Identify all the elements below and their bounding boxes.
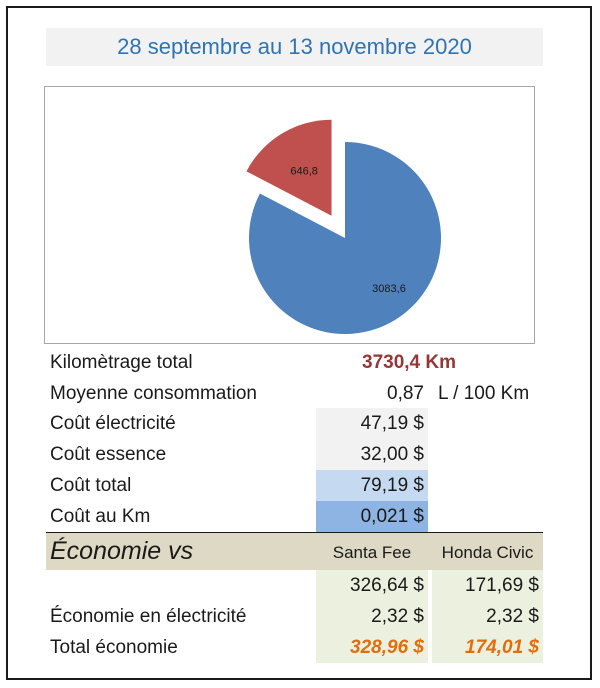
economy-electricity-honda-civic: 2,32 $ <box>432 601 543 632</box>
pie-slice-0 <box>249 142 441 334</box>
row-elec-cost: Coût électricité 47,19 $ <box>46 408 543 439</box>
economy-electricity-label: Économie en électricité <box>50 606 247 627</box>
consumption-unit: L / 100 Km <box>438 383 530 404</box>
row-gas-cost: Coût essence 32,00 $ <box>46 439 543 470</box>
pie-label-1: 646,8 <box>290 166 318 178</box>
col-santa-fee: Santa Fee <box>332 543 412 562</box>
row-total-cost: Coût total 79,19 $ <box>46 470 543 501</box>
gas-cost-label: Coût essence <box>50 444 167 465</box>
cost-per-km-label: Coût au Km <box>50 506 151 527</box>
gas-cost-value: 32,00 $ <box>316 439 428 470</box>
row-economy-electricity: Économie en électricité 2,32 $ 2,32 $ <box>46 601 543 632</box>
row-consumption: Moyenne consommation 0,87 L / 100 Km <box>46 378 543 409</box>
consumption-label: Moyenne consommation <box>50 383 257 404</box>
row-economy-base: 326,64 $ 171,69 $ <box>46 570 543 601</box>
economy-base-santa-fee: 326,64 $ <box>316 570 428 601</box>
km-total-label: Kilomètrage total <box>50 352 193 373</box>
pie-chart: 3083,6 646,8 <box>44 86 535 344</box>
cost-per-km-value: 0,021 $ <box>316 501 428 532</box>
elec-cost-label: Coût électricité <box>50 413 176 434</box>
pie-label-0: 3083,6 <box>372 283 406 295</box>
total-cost-value: 79,19 $ <box>316 470 428 501</box>
col-honda-civic: Honda Civic <box>441 543 534 562</box>
report-title: 28 septembre au 13 novembre 2020 <box>46 28 543 66</box>
total-cost-label: Coût total <box>50 475 132 496</box>
economy-base-honda-civic: 171,69 $ <box>432 570 543 601</box>
economy-header: Économie vs Santa Fee Honda Civic <box>46 532 543 570</box>
row-cost-per-km: Coût au Km 0,021 $ <box>46 501 543 532</box>
total-economy-santa-fee: 328,96 $ <box>316 632 428 663</box>
total-economy-label: Total économie <box>50 637 178 658</box>
economy-title: Économie vs <box>50 537 194 565</box>
consumption-value: 0,87 <box>387 383 424 404</box>
total-economy-honda-civic: 174,01 $ <box>432 632 543 663</box>
report-frame <box>6 6 592 680</box>
pie-slice-1 <box>246 119 332 216</box>
pie-chart-svg: 3083,6 646,8 <box>246 119 441 334</box>
economy-electricity-santa-fee: 2,32 $ <box>316 601 428 632</box>
row-km-total: Kilomètrage total 3730,4 Km <box>46 347 543 378</box>
km-total-value: 3730,4 Km <box>362 352 457 373</box>
row-total-economy: Total économie 328,96 $ 174,01 $ <box>46 632 543 663</box>
elec-cost-value: 47,19 $ <box>316 408 428 439</box>
